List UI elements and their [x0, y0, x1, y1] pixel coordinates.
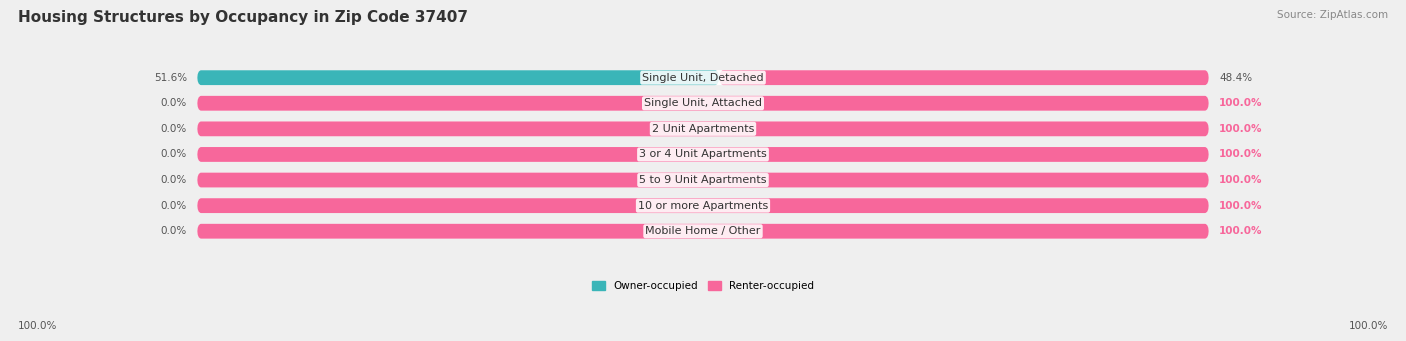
Text: 51.6%: 51.6%: [153, 73, 187, 83]
Text: 100.0%: 100.0%: [1219, 175, 1263, 185]
FancyBboxPatch shape: [197, 121, 1209, 136]
Text: 0.0%: 0.0%: [160, 201, 187, 211]
FancyBboxPatch shape: [197, 70, 720, 85]
Text: 2 Unit Apartments: 2 Unit Apartments: [652, 124, 754, 134]
FancyBboxPatch shape: [197, 147, 1209, 162]
Text: 100.0%: 100.0%: [1219, 201, 1263, 211]
Text: 0.0%: 0.0%: [160, 175, 187, 185]
Text: 0.0%: 0.0%: [160, 226, 187, 236]
FancyBboxPatch shape: [720, 70, 1209, 85]
Text: Mobile Home / Other: Mobile Home / Other: [645, 226, 761, 236]
Text: 100.0%: 100.0%: [1348, 321, 1388, 331]
Text: 48.4%: 48.4%: [1219, 73, 1253, 83]
Legend: Owner-occupied, Renter-occupied: Owner-occupied, Renter-occupied: [592, 281, 814, 291]
Text: 3 or 4 Unit Apartments: 3 or 4 Unit Apartments: [640, 149, 766, 160]
FancyBboxPatch shape: [197, 121, 1209, 136]
Text: Source: ZipAtlas.com: Source: ZipAtlas.com: [1277, 10, 1388, 20]
Text: 100.0%: 100.0%: [1219, 98, 1263, 108]
Text: 100.0%: 100.0%: [18, 321, 58, 331]
Text: Housing Structures by Occupancy in Zip Code 37407: Housing Structures by Occupancy in Zip C…: [18, 10, 468, 25]
FancyBboxPatch shape: [197, 224, 1209, 239]
FancyBboxPatch shape: [197, 96, 1209, 111]
FancyBboxPatch shape: [197, 198, 1209, 213]
Text: 100.0%: 100.0%: [1219, 124, 1263, 134]
Text: Single Unit, Detached: Single Unit, Detached: [643, 73, 763, 83]
FancyBboxPatch shape: [197, 70, 1209, 85]
Text: 100.0%: 100.0%: [1219, 149, 1263, 160]
Text: Single Unit, Attached: Single Unit, Attached: [644, 98, 762, 108]
FancyBboxPatch shape: [197, 96, 1209, 111]
Text: 0.0%: 0.0%: [160, 149, 187, 160]
FancyBboxPatch shape: [197, 173, 1209, 188]
Text: 0.0%: 0.0%: [160, 98, 187, 108]
FancyBboxPatch shape: [197, 173, 1209, 188]
Text: 5 to 9 Unit Apartments: 5 to 9 Unit Apartments: [640, 175, 766, 185]
FancyBboxPatch shape: [197, 198, 1209, 213]
FancyBboxPatch shape: [197, 147, 1209, 162]
Text: 10 or more Apartments: 10 or more Apartments: [638, 201, 768, 211]
Text: 0.0%: 0.0%: [160, 124, 187, 134]
FancyBboxPatch shape: [197, 224, 1209, 239]
Text: 100.0%: 100.0%: [1219, 226, 1263, 236]
